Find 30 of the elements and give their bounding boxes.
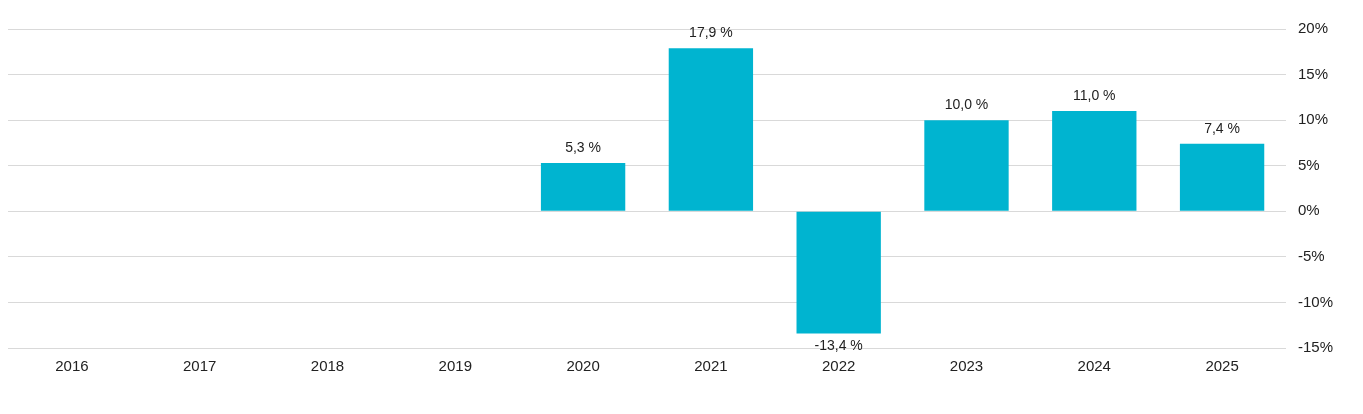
- x-tick-label: 2023: [949, 357, 984, 375]
- y-tick-label: -5%: [1297, 247, 1325, 264]
- x-tick-label: 2020: [566, 357, 600, 375]
- x-tick-label: 2022: [822, 357, 856, 375]
- data-label: 11,0 %: [1073, 86, 1116, 103]
- y-tick-label: 10%: [1297, 110, 1329, 128]
- data-label: 5,3 %: [565, 138, 601, 155]
- x-tick-label: 2019: [438, 357, 472, 375]
- y-tick-label: 20%: [1297, 19, 1329, 37]
- data-label: -13,4 %: [814, 337, 863, 354]
- y-tick-label: 15%: [1297, 64, 1329, 82]
- bar: [924, 120, 1009, 211]
- data-label: 10,0 %: [944, 96, 989, 112]
- y-tick-label: -15%: [1297, 338, 1334, 356]
- x-tick-label: 2021: [694, 357, 728, 375]
- x-tick-label: 2024: [1077, 357, 1111, 375]
- bar: [1052, 111, 1137, 211]
- bar: [796, 211, 881, 334]
- x-tick-label: 2017: [183, 357, 217, 375]
- y-tick-label: -10%: [1297, 292, 1334, 310]
- y-tick-label: 0%: [1297, 201, 1320, 219]
- x-tick-label: 2025: [1205, 357, 1239, 375]
- y-tick-label: 5%: [1297, 155, 1320, 173]
- bar: [540, 162, 626, 211]
- data-label: 7,4 %: [1204, 119, 1240, 136]
- bar: [1179, 143, 1265, 211]
- bar: [668, 48, 754, 211]
- data-label: 17,9 %: [689, 24, 733, 40]
- x-tick-label: 2016: [55, 357, 89, 375]
- x-tick-label: 2018: [310, 357, 345, 375]
